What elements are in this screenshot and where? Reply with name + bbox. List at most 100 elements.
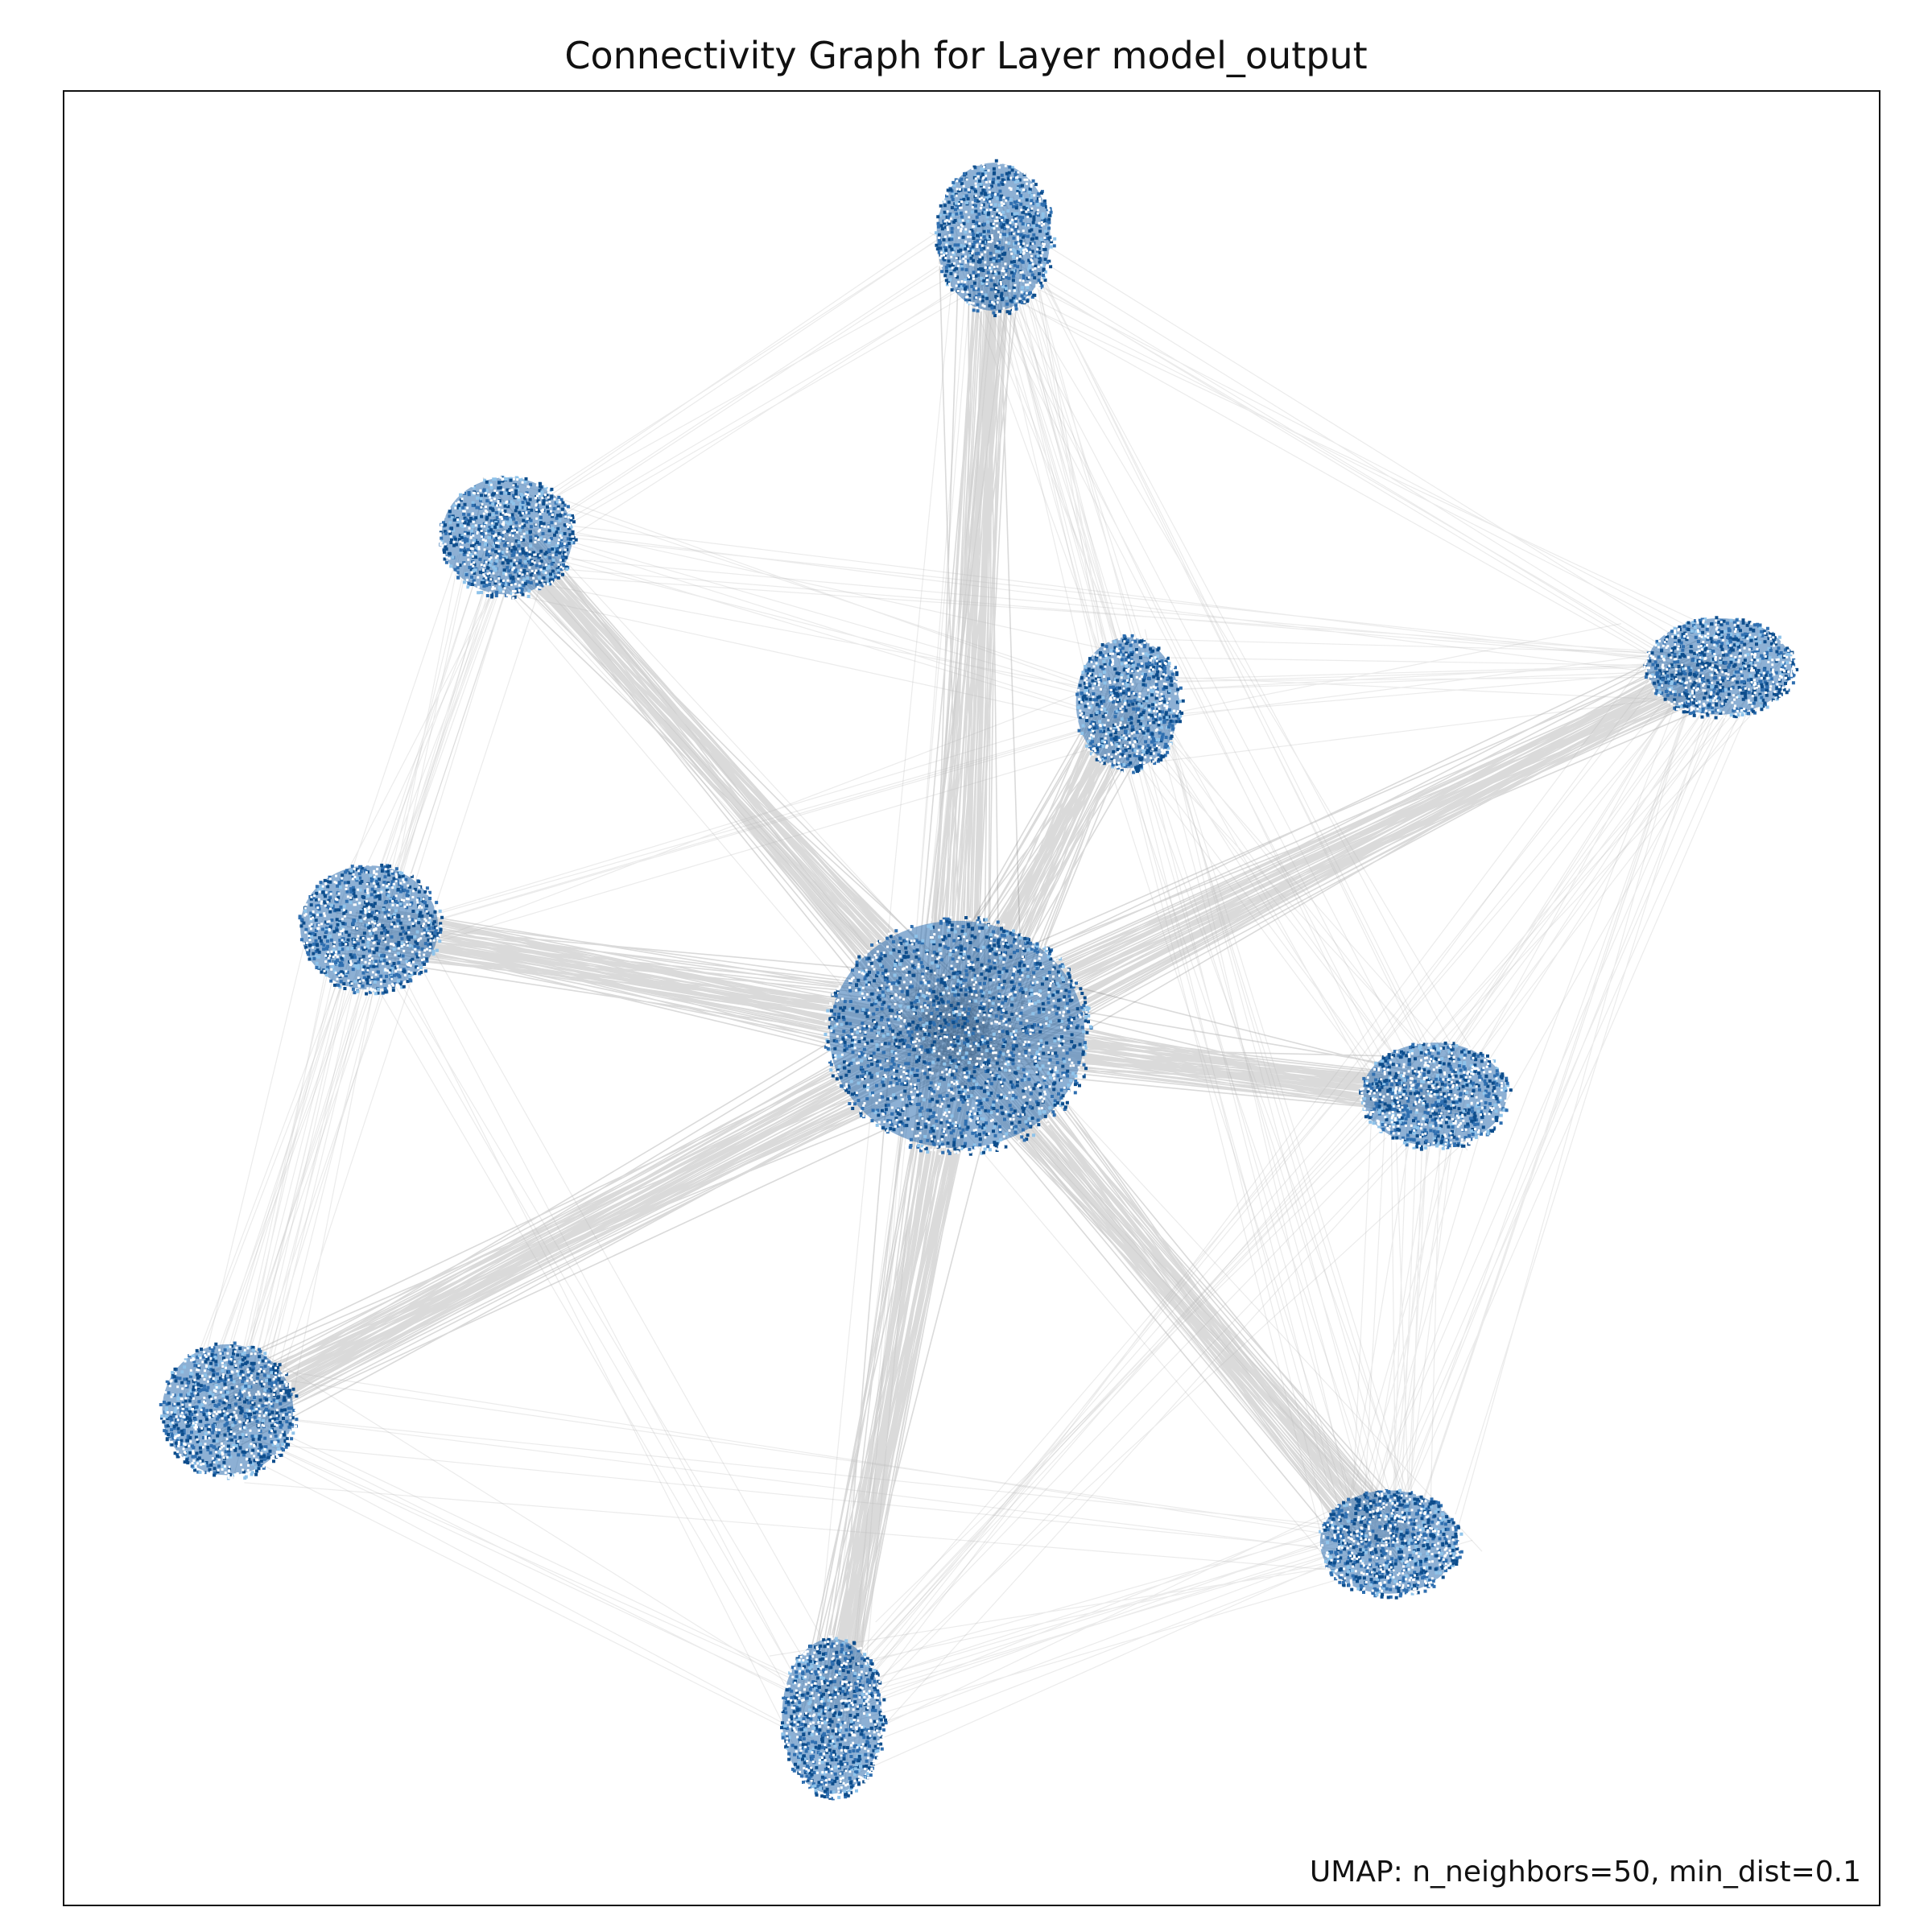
edge-c5-c3	[357, 670, 1155, 958]
cluster-points	[1366, 1047, 1505, 1148]
edge-c5-c9	[338, 887, 844, 1770]
cluster-speckle	[1318, 1489, 1462, 1596]
edge-c3-c8	[1093, 629, 1405, 1555]
edge-bundle	[474, 210, 1026, 577]
edge-c0-c2	[468, 477, 997, 1067]
edge-bundle	[953, 194, 1484, 1108]
edge-bundle	[898, 988, 1426, 1585]
edge-c7-c8	[198, 1368, 1409, 1575]
cluster-speckle	[1643, 618, 1797, 719]
edge-bundle	[223, 1347, 859, 1761]
edge-c0-c5	[335, 902, 1007, 1077]
edge-c0-c4	[903, 637, 1768, 1088]
edge-c7-c9	[223, 1347, 859, 1761]
cluster-points	[937, 159, 1053, 317]
cluster-points	[780, 1638, 887, 1797]
edge-bundle	[1340, 1072, 1484, 1582]
edge-bundle	[929, 191, 1732, 700]
edge-c2-c3	[474, 483, 1150, 730]
edge-bundle	[357, 670, 1155, 958]
edge-c0-c3	[898, 666, 1158, 1084]
edge-c1-c4	[929, 191, 1732, 700]
edge-bundle	[1076, 623, 1756, 767]
edge-c0-c7	[194, 982, 1010, 1448]
edge-bundle	[1093, 629, 1405, 1555]
edge-c1-c6	[953, 194, 1484, 1108]
edge-bundle	[338, 887, 844, 1770]
cluster-c8	[1318, 1488, 1463, 1600]
cluster-points	[303, 865, 442, 996]
cluster-points	[781, 1637, 884, 1799]
cluster-points	[1077, 634, 1183, 774]
cluster-c6	[1359, 1040, 1513, 1151]
edge-c4-c9	[802, 634, 1781, 1727]
cluster-points	[1078, 638, 1184, 774]
edge-bundle	[815, 1072, 1479, 1726]
umap-parameters-annotation: UMAP: n_neighbors=50, min_dist=0.1	[1309, 1856, 1861, 1889]
edge-bundle	[769, 1494, 1473, 1789]
edge-bundle	[335, 902, 1007, 1077]
edge-bundle	[198, 1368, 1409, 1575]
edge-bundle	[1381, 618, 1775, 1125]
cluster-speckle	[935, 159, 1054, 316]
edge-bundle	[802, 634, 1781, 1727]
cluster-points	[1644, 619, 1796, 717]
cluster-points	[1327, 1490, 1460, 1600]
edge-c0-c9	[794, 995, 1012, 1753]
cluster-speckle	[1360, 1040, 1513, 1149]
cluster-points	[1076, 640, 1183, 773]
cluster-c4	[1643, 616, 1799, 720]
edge-bundle	[898, 952, 1485, 1117]
edge-c4-c6	[1381, 618, 1775, 1125]
cluster-points	[167, 1344, 299, 1477]
edge-c0-c8	[898, 988, 1426, 1585]
point-layer	[159, 159, 1799, 1801]
edge-bundle	[903, 637, 1768, 1088]
edge-c1-c8	[943, 173, 1430, 1577]
cluster-core	[829, 920, 1085, 1149]
cluster-c5	[298, 862, 444, 996]
edge-c1-c3	[951, 176, 1154, 749]
edge-bundle	[194, 982, 1010, 1448]
edge-c0-c1	[911, 207, 1026, 1067]
edge-c1-c2	[474, 210, 1026, 577]
edge-bundle	[794, 995, 1012, 1753]
cluster-c7	[159, 1341, 299, 1481]
edge-bundle	[911, 207, 1026, 1067]
cluster-speckle	[780, 1635, 886, 1799]
edge-bundle	[898, 666, 1158, 1084]
cluster-c3	[1073, 634, 1185, 774]
edge-bundle	[951, 176, 1154, 749]
edge-c3-c6	[1098, 669, 1468, 1151]
edge-c5-c7	[184, 873, 399, 1480]
edge-c6-c8	[1340, 1072, 1484, 1582]
edge-bundle	[474, 483, 1150, 730]
cluster-c1	[934, 159, 1057, 317]
edge-c6-c9	[815, 1072, 1479, 1726]
cluster-points	[159, 1341, 299, 1475]
edge-bundle	[468, 477, 997, 1067]
cluster-points	[1323, 1494, 1459, 1593]
cluster-speckle	[1073, 637, 1182, 774]
edge-bundle	[943, 173, 1430, 1577]
cluster-c0	[824, 916, 1093, 1157]
edge-c0-c6	[898, 952, 1485, 1117]
edge-c4-c8	[1351, 634, 1768, 1557]
edge-c8-c9	[769, 1494, 1473, 1789]
edge-bundle	[466, 522, 1752, 680]
cluster-points	[1322, 1489, 1463, 1599]
edge-bundle	[1351, 634, 1768, 1557]
cluster-points	[934, 166, 1057, 315]
cluster-points	[1645, 618, 1794, 720]
edge-bundle	[319, 478, 522, 959]
edge-bundle	[1098, 669, 1468, 1151]
cluster-c9	[780, 1635, 888, 1801]
cluster-core	[162, 1344, 294, 1476]
edge-c2-c5	[319, 478, 522, 959]
edge-bundle	[184, 873, 399, 1480]
cluster-points	[824, 917, 1093, 1154]
cluster-speckle	[824, 916, 1088, 1157]
cluster-speckle	[160, 1345, 297, 1481]
cluster-points	[1075, 634, 1179, 770]
